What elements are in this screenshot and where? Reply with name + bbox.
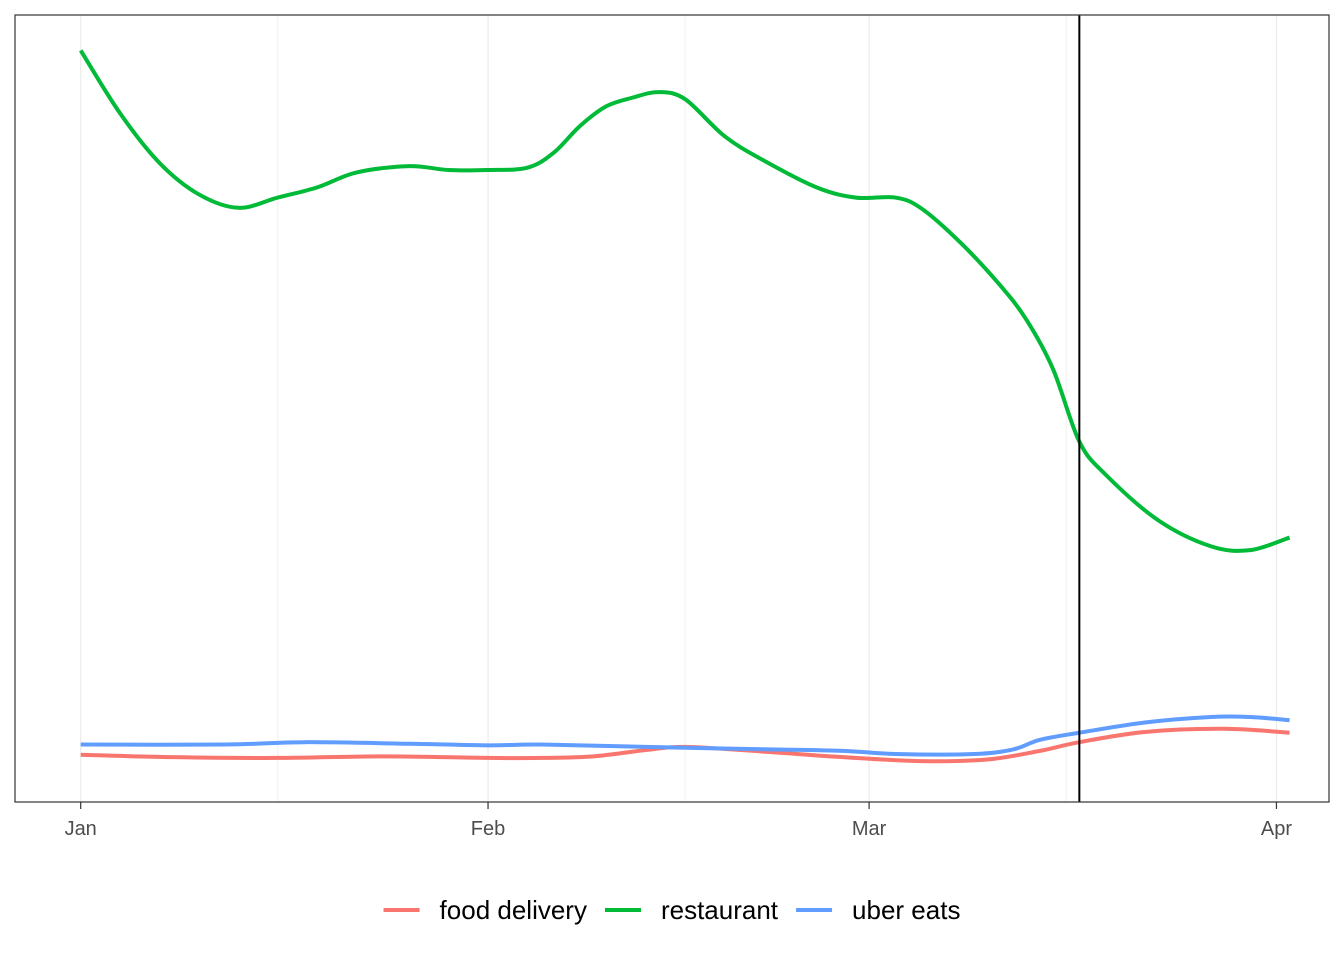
grid: [80, 15, 1278, 802]
x-tick-label-feb: Feb: [471, 818, 505, 840]
legend-label-food-delivery: food delivery: [440, 895, 587, 925]
x-axis: Jan Feb Mar Apr: [65, 802, 1292, 840]
series-lines: [79, 49, 1291, 764]
x-tick-label-mar: Mar: [852, 818, 887, 840]
x-tick-label-apr: Apr: [1261, 818, 1292, 840]
legend-label-uber-eats: uber eats: [852, 895, 960, 925]
series-line-restaurant: [79, 49, 1291, 553]
series-line-uber-eats: [80, 714, 1290, 757]
panel-border: [14, 14, 1330, 803]
x-tick-label-jan: Jan: [65, 818, 97, 840]
legend-label-restaurant: restaurant: [661, 895, 779, 925]
legend: food delivery restaurant uber eats: [383, 895, 960, 925]
